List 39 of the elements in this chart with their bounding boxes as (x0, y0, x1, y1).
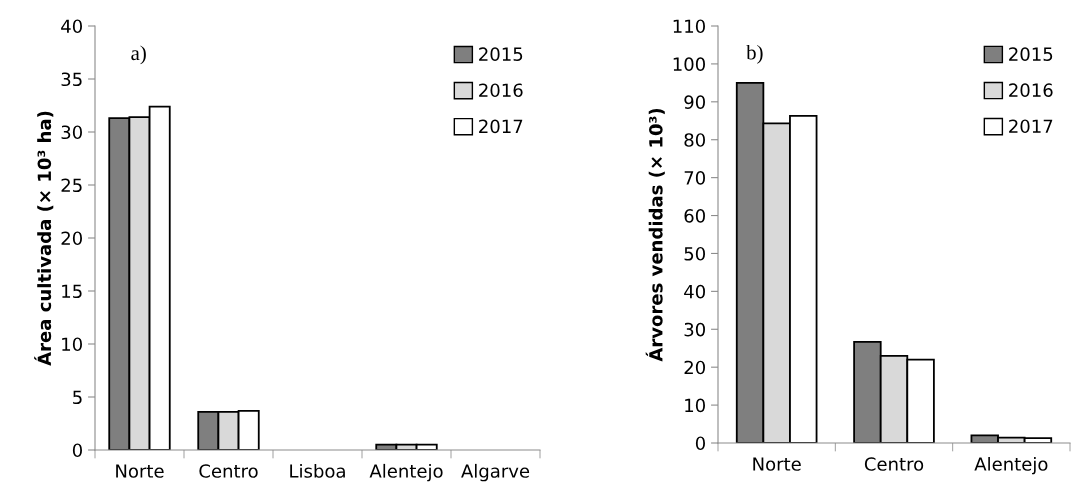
y-tick-label: 0 (695, 436, 705, 451)
legend-label: 2015 (479, 47, 523, 62)
legend-label: 2015 (1009, 47, 1053, 61)
y-tick-label: 20 (684, 360, 705, 375)
y-tick-label: 10 (62, 337, 82, 352)
y-tick-label: 70 (684, 171, 705, 185)
y-tick-label: 15 (62, 284, 82, 299)
x-tick-label: Centro (864, 457, 924, 471)
y-tick-label: 30 (684, 322, 705, 337)
x-tick-label: Centro (199, 464, 258, 478)
x-tick-label: Algarve (461, 463, 530, 482)
x-tick-label: Alentejo (369, 463, 443, 482)
y-tick-label: 25 (61, 178, 82, 193)
y-tick-label: 100 (673, 57, 705, 72)
y-tick-label: 90 (684, 95, 705, 109)
y-tick-label: 10 (685, 398, 705, 413)
legend-label: 2016 (1009, 83, 1053, 98)
y-tick-label: 80 (684, 133, 705, 147)
y-tick-label: 60 (684, 209, 705, 223)
y-axis-title: Árvores vendidas (× 10³) (645, 108, 665, 362)
x-tick-label: Norte (116, 464, 164, 478)
y-tick-label: 5 (73, 390, 82, 405)
annotation: a) (131, 45, 146, 65)
x-tick-label: Lisboa (290, 463, 345, 478)
y-tick-label: 35 (61, 72, 82, 87)
x-tick-label: Norte (753, 457, 801, 471)
y-tick-label: 20 (61, 231, 82, 246)
y-tick-label: 110 (673, 19, 705, 34)
legend-label: 2017 (1009, 119, 1053, 134)
x-tick-label: Alentejo (974, 456, 1048, 475)
y-tick-label: 40 (684, 284, 705, 299)
annotation: b) (746, 44, 763, 64)
y-tick-label: 30 (61, 125, 82, 140)
y-tick-label: 0 (72, 443, 82, 458)
legend-label: 2016 (479, 83, 523, 98)
y-tick-label: 50 (684, 246, 705, 261)
y-tick-label: 40 (61, 19, 82, 34)
y-axis-title: Área cultivada (× 10³ ha) (34, 111, 54, 366)
legend-label: 2017 (479, 119, 523, 134)
